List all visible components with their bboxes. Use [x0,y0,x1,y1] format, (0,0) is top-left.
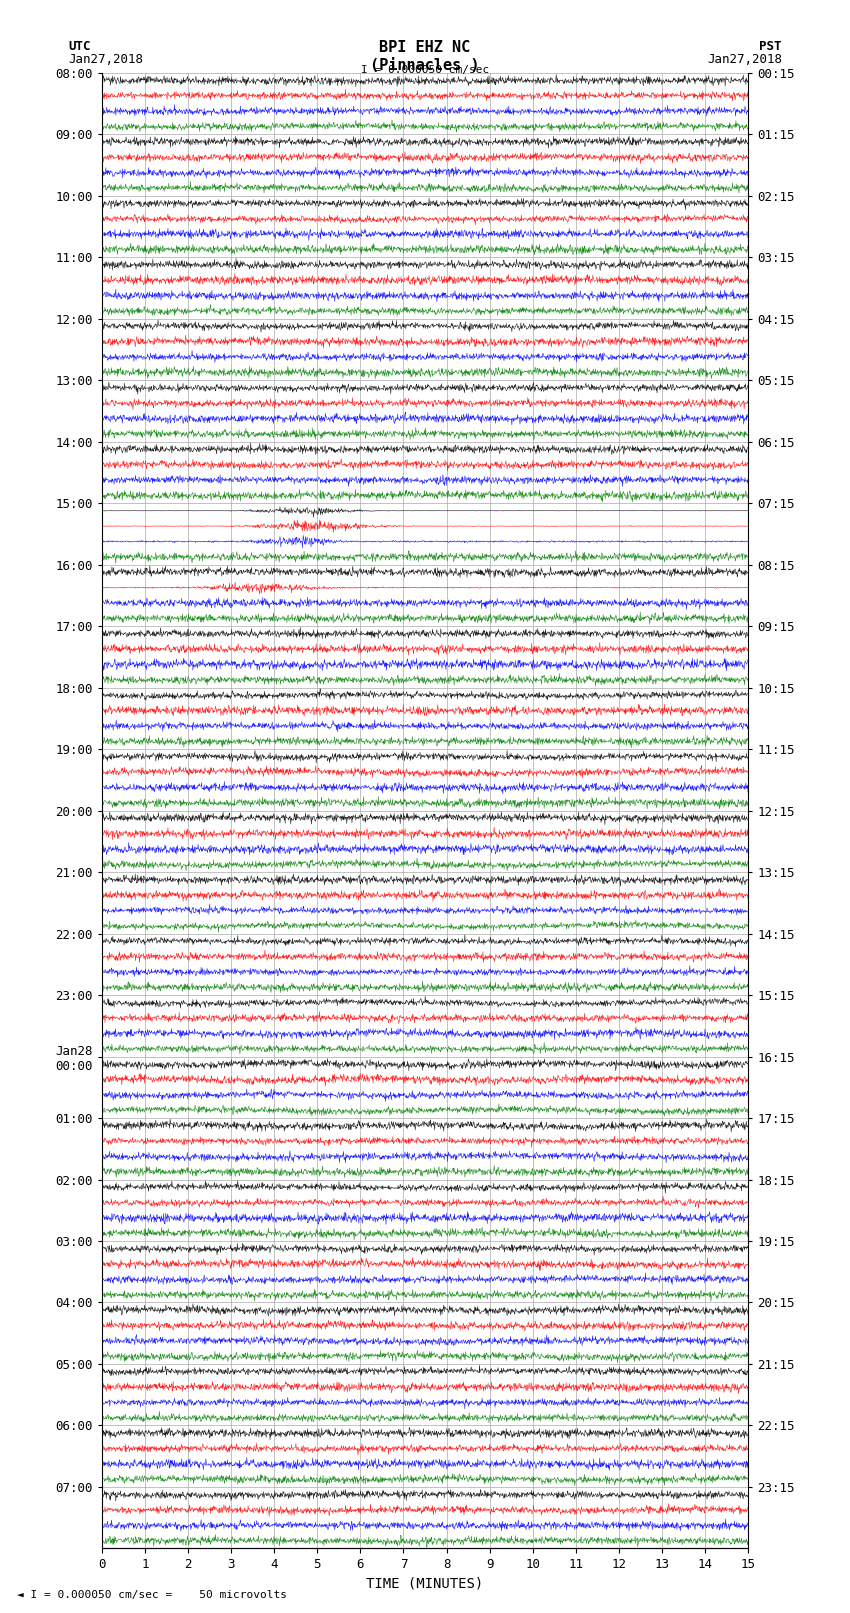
Text: PST: PST [760,40,782,53]
Text: UTC: UTC [68,40,90,53]
Title: BPI EHZ NC
(Pinnacles ): BPI EHZ NC (Pinnacles ) [371,40,479,73]
Text: ◄ I = 0.000050 cm/sec =    50 microvolts: ◄ I = 0.000050 cm/sec = 50 microvolts [17,1590,287,1600]
Text: Jan27,2018: Jan27,2018 [707,53,782,66]
Text: Jan27,2018: Jan27,2018 [68,53,143,66]
Text: I = 0.000050 cm/sec: I = 0.000050 cm/sec [361,65,489,74]
X-axis label: TIME (MINUTES): TIME (MINUTES) [366,1578,484,1590]
